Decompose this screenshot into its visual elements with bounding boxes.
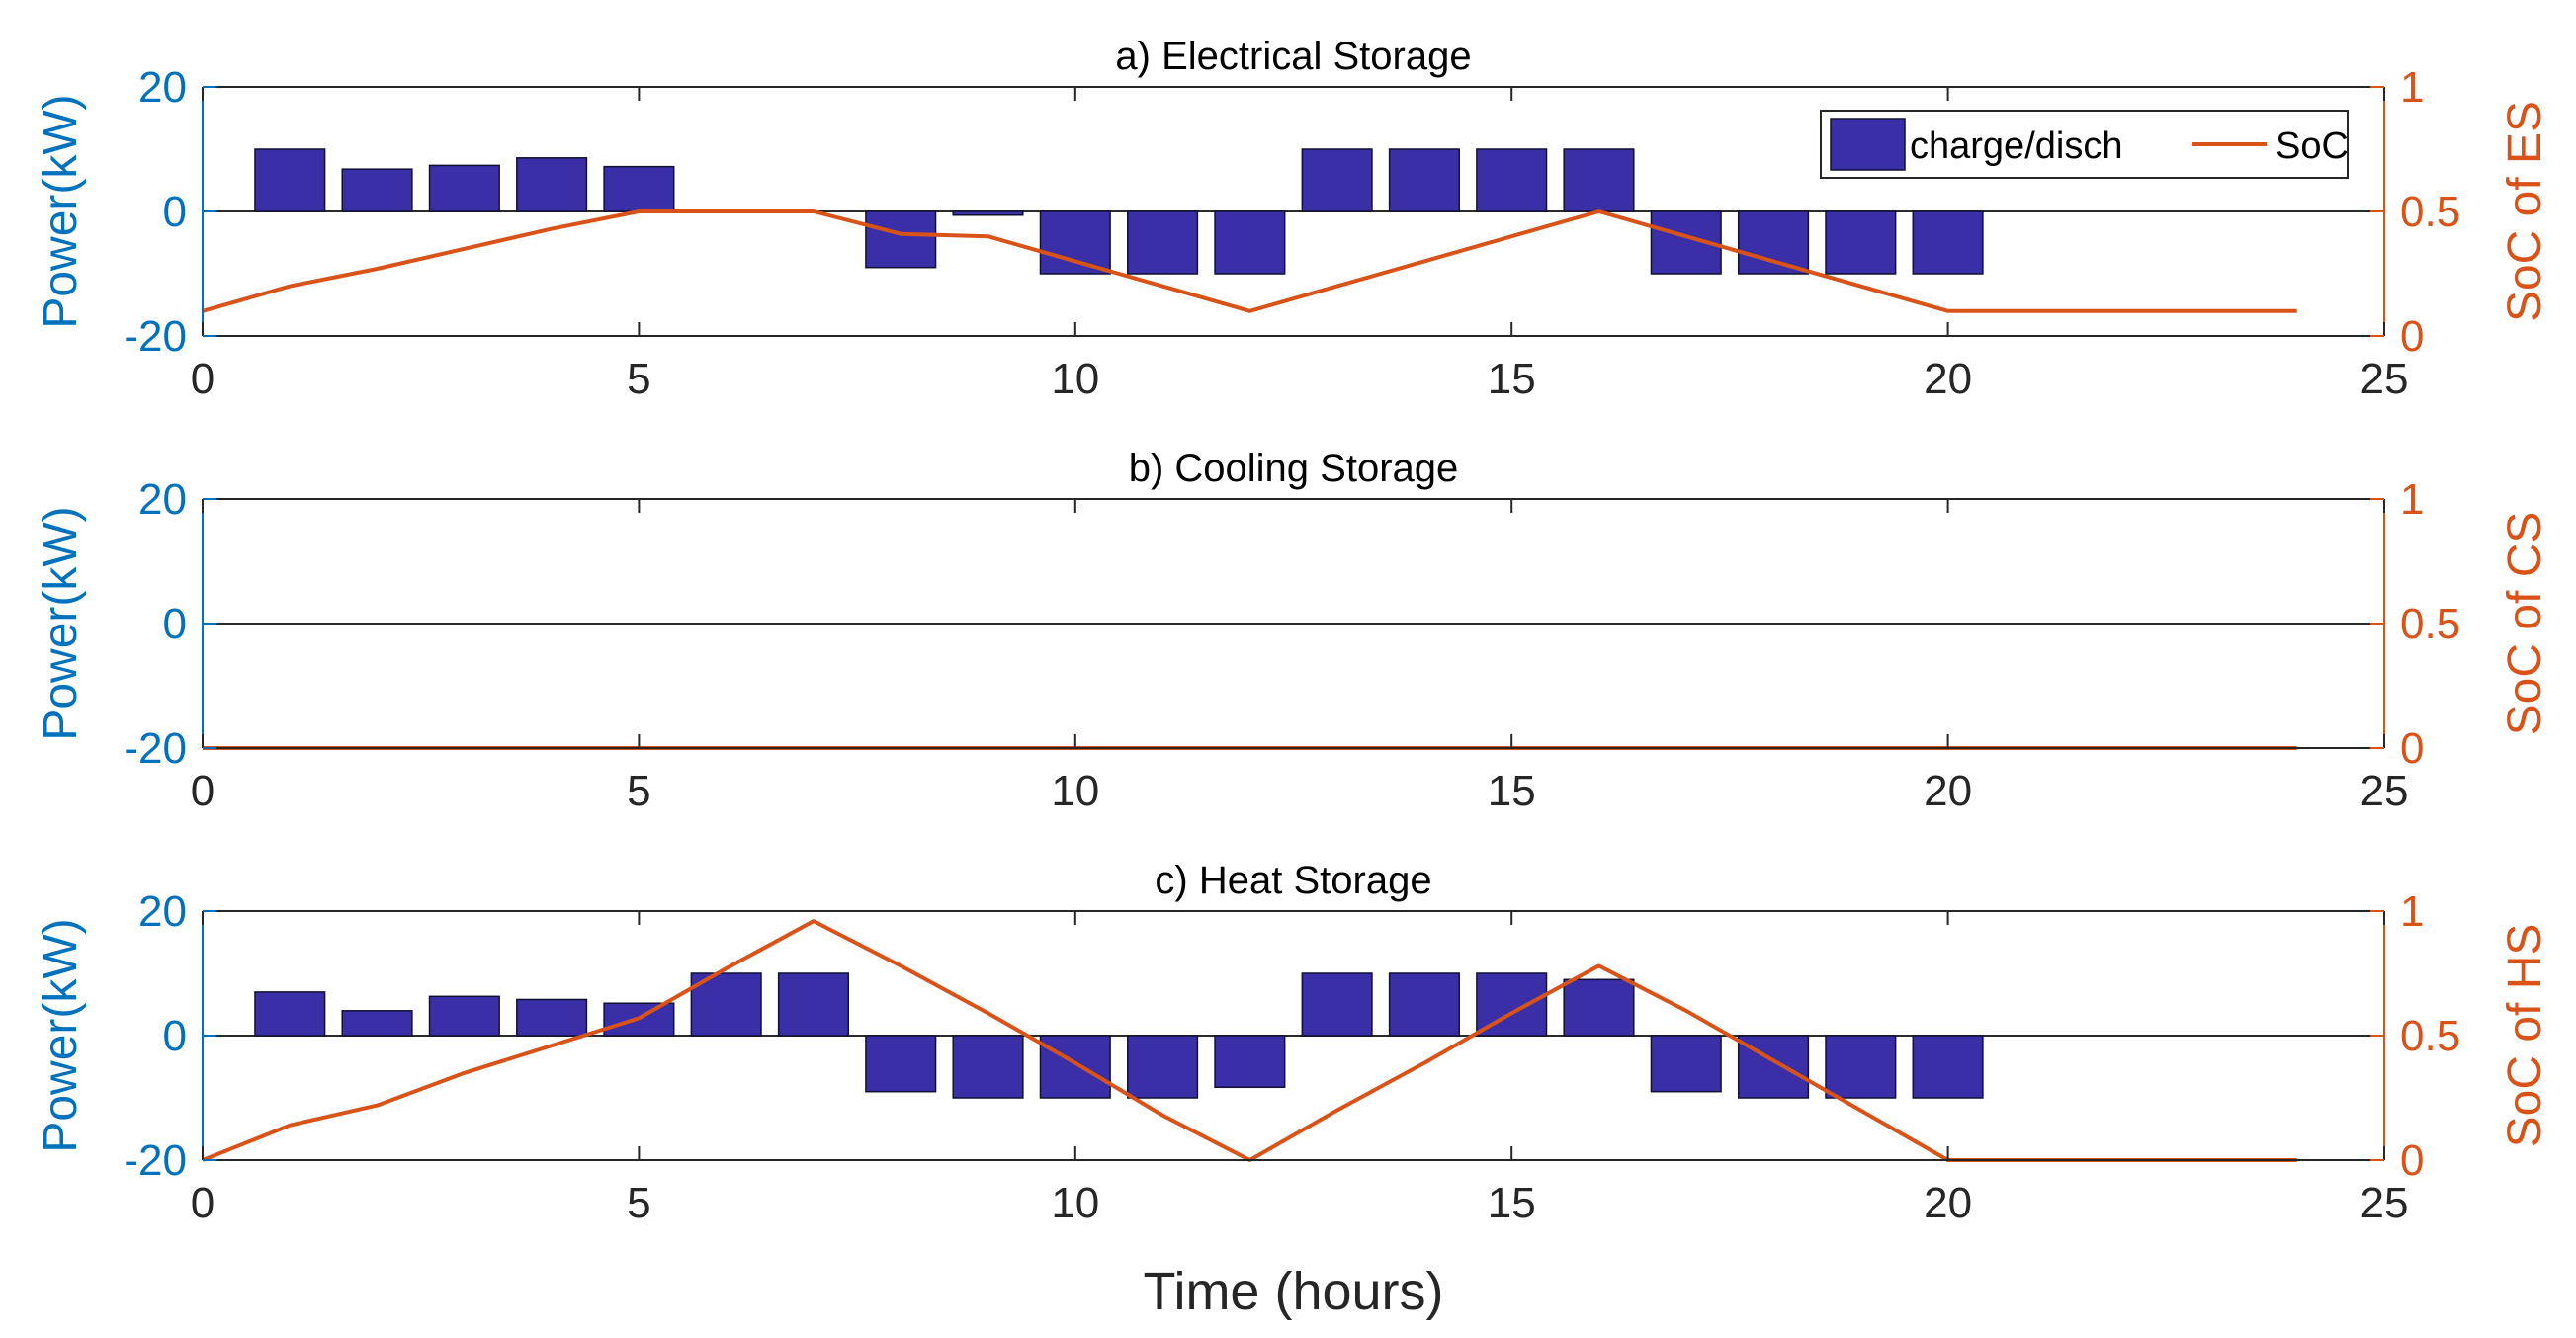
x-tick-label: 0 bbox=[191, 1179, 215, 1227]
x-axis-label: Time (hours) bbox=[1143, 1262, 1443, 1321]
y-axis-label-left: Power(kW) bbox=[35, 94, 87, 328]
y-tick-label-right: 0 bbox=[2400, 312, 2424, 361]
legend-label-bar: charge/disch bbox=[1910, 125, 2122, 167]
y-tick-label-left: 0 bbox=[163, 1012, 187, 1060]
bar bbox=[1388, 148, 1460, 212]
bar bbox=[428, 164, 500, 212]
x-tick-label: 5 bbox=[627, 355, 650, 403]
bar bbox=[865, 1035, 937, 1093]
x-tick-label: 0 bbox=[191, 355, 215, 403]
y-axis-label-right: SoC of HS bbox=[2499, 924, 2551, 1148]
bar bbox=[1301, 972, 1373, 1037]
x-tick-label: 0 bbox=[191, 767, 215, 815]
bar bbox=[1476, 148, 1548, 212]
x-tick-label: 5 bbox=[627, 1179, 650, 1227]
y-tick-label-right: 0 bbox=[2400, 1136, 2424, 1185]
legend: charge/disch SoC bbox=[1820, 110, 2349, 179]
bar bbox=[952, 1035, 1024, 1099]
soc-line bbox=[202, 209, 2297, 313]
bar bbox=[1563, 148, 1635, 212]
x-tick-label: 10 bbox=[1051, 1179, 1099, 1227]
y-tick-label-left: 0 bbox=[163, 600, 187, 648]
x-tick-label: 5 bbox=[627, 767, 650, 815]
y-tick-label-left: -20 bbox=[124, 312, 187, 361]
bar bbox=[341, 168, 413, 212]
x-tick-label: 25 bbox=[2361, 1179, 2409, 1227]
x-tick-label: 10 bbox=[1051, 767, 1099, 815]
bar bbox=[603, 165, 675, 212]
y-axis-label-left: Power(kW) bbox=[35, 506, 87, 740]
y-axis-label-right: SoC of CS bbox=[2499, 512, 2551, 736]
panel-title: a) Electrical Storage bbox=[1115, 35, 1471, 78]
legend-label-line: SoC bbox=[2275, 125, 2349, 167]
bar bbox=[1912, 1035, 1984, 1099]
y-tick-label-left: 20 bbox=[138, 475, 187, 524]
bar bbox=[865, 210, 937, 269]
bar bbox=[1650, 1035, 1722, 1093]
bar bbox=[1825, 1035, 1897, 1099]
y-tick-label-right: 1 bbox=[2400, 887, 2424, 936]
x-tick-label: 25 bbox=[2361, 355, 2409, 403]
bar bbox=[952, 210, 1024, 216]
bar bbox=[1039, 1035, 1111, 1099]
bar bbox=[1214, 1035, 1286, 1089]
bar bbox=[428, 995, 500, 1037]
x-tick-label: 15 bbox=[1488, 767, 1536, 815]
y-tick-label-left: 20 bbox=[138, 63, 187, 112]
x-tick-label: 15 bbox=[1488, 1179, 1536, 1227]
bar bbox=[516, 998, 588, 1037]
bar bbox=[1563, 978, 1635, 1037]
y-tick-label-right: 0.5 bbox=[2400, 600, 2460, 648]
bar bbox=[1039, 210, 1111, 275]
y-axis-label-left: Power(kW) bbox=[35, 918, 87, 1152]
bar bbox=[254, 991, 326, 1037]
x-tick-label: 15 bbox=[1488, 355, 1536, 403]
y-tick-label-right: 0 bbox=[2400, 724, 2424, 773]
y-axis-label-right: SoC of ES bbox=[2499, 101, 2551, 322]
y-tick-label-right: 1 bbox=[2400, 63, 2424, 112]
bar bbox=[1301, 148, 1373, 212]
x-tick-label: 20 bbox=[1924, 1179, 1972, 1227]
y-tick-label-right: 1 bbox=[2400, 475, 2424, 524]
x-tick-label: 10 bbox=[1051, 355, 1099, 403]
y-tick-label-left: -20 bbox=[124, 1136, 187, 1185]
bar bbox=[1825, 210, 1897, 275]
y-tick-label-left: -20 bbox=[124, 724, 187, 773]
y-tick-label-left: 20 bbox=[138, 887, 187, 936]
bar bbox=[1737, 210, 1810, 275]
x-tick-label: 20 bbox=[1924, 767, 1972, 815]
panel-title: b) Cooling Storage bbox=[1129, 447, 1459, 490]
bar bbox=[1127, 1035, 1199, 1099]
bar bbox=[516, 157, 588, 212]
bar bbox=[777, 972, 850, 1037]
legend-bar-swatch bbox=[1830, 118, 1906, 171]
y-tick-label-left: 0 bbox=[163, 188, 187, 236]
bar bbox=[254, 148, 326, 212]
x-tick-label: 25 bbox=[2361, 767, 2409, 815]
bar bbox=[1912, 210, 1984, 275]
bar bbox=[1127, 210, 1199, 275]
y-tick-label-right: 0.5 bbox=[2400, 188, 2460, 236]
bar bbox=[341, 1010, 413, 1037]
bar bbox=[1388, 972, 1460, 1037]
y-tick-label-right: 0.5 bbox=[2400, 1012, 2460, 1060]
bar bbox=[1214, 210, 1286, 275]
x-tick-label: 20 bbox=[1924, 355, 1972, 403]
panel-title: c) Heat Storage bbox=[1155, 859, 1431, 902]
